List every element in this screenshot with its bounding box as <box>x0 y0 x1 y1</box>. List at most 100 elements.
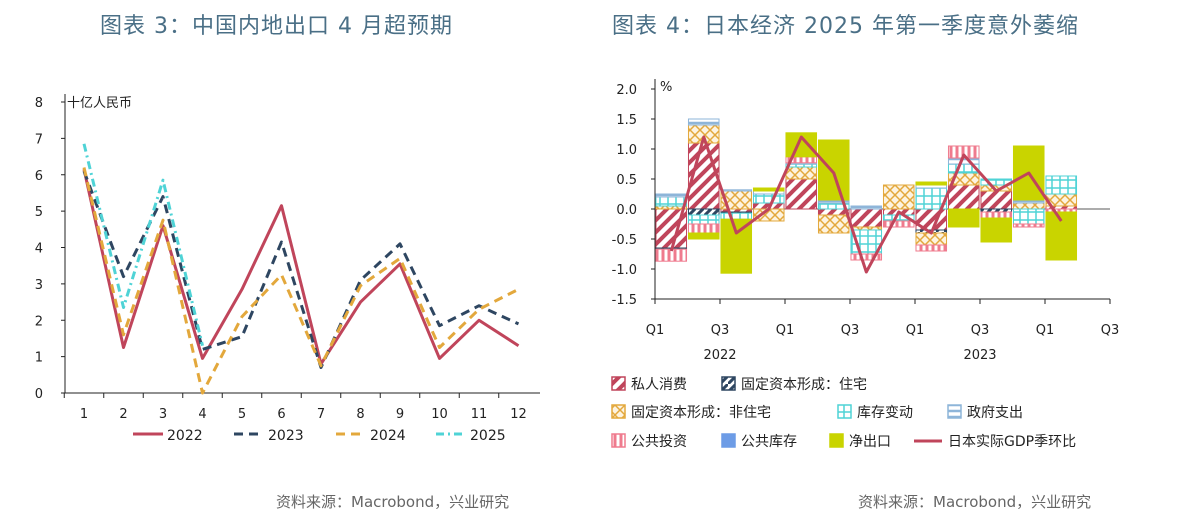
bar-resi-2022Q2 <box>687 208 720 216</box>
legend-swatch-gov <box>947 404 962 419</box>
bar-netx-2024Q3 <box>980 217 1013 243</box>
y-tick-label: 6 <box>35 169 43 184</box>
bar-priv-2024Q3 <box>980 190 1013 210</box>
y-axis-unit: % <box>660 80 672 95</box>
legend-label-2025: 2025 <box>470 428 506 444</box>
bar-priv-2024Q2 <box>947 184 980 210</box>
x-tick-label: Q3 <box>1101 323 1120 338</box>
y-tick-label: 2 <box>35 314 43 329</box>
x-tick-label: Q1 <box>646 323 665 338</box>
legend-label-2023: 2023 <box>268 428 304 444</box>
bar-netx-2022Q4 <box>752 187 785 192</box>
x-tick-label: 11 <box>471 407 488 422</box>
bar-pubinv-2022Q1 <box>655 248 688 262</box>
gdp-line <box>669 135 1063 274</box>
bar-netx-2024Q1 <box>915 181 948 186</box>
y-tick-label: 4 <box>35 242 43 257</box>
bar-pubinv-2024Q1 <box>915 244 948 252</box>
series-line-2022 <box>82 168 520 366</box>
bar-nonres-2024Q4 <box>1012 202 1045 210</box>
y-tick-label: 0.0 <box>616 203 637 218</box>
x-tick-label: 1 <box>80 407 88 422</box>
x-tick-label: Q1 <box>906 323 925 338</box>
x-tick-label: 5 <box>238 407 246 422</box>
x-tick-label: 12 <box>510 407 527 422</box>
bar-netx-2024Q2 <box>947 208 980 228</box>
bar-netx-2022Q3 <box>720 218 753 274</box>
y-tick-label: 1.0 <box>616 143 637 158</box>
bar-nonres-2024Q1 <box>915 232 948 246</box>
legend-label-2022: 2022 <box>167 428 203 444</box>
legend-label-netx: 净出口 <box>849 434 891 450</box>
bar-gov-2022Q1 <box>655 193 688 198</box>
bar-gov-2022Q2 <box>687 118 720 126</box>
y-tick-label: -1.5 <box>612 293 637 308</box>
legend-label-pubstock: 公共库存 <box>741 434 797 450</box>
y-tick-label: 5 <box>35 205 43 220</box>
legend-label-2024: 2024 <box>370 428 406 444</box>
legend-swatch-pubstock <box>721 433 736 448</box>
y-tick-label: 2.0 <box>616 83 637 98</box>
bar-netx-2023Q2 <box>817 139 850 201</box>
legend-label-resi: 固定资本形成：住宅 <box>741 377 867 393</box>
legend-label-pubinv: 公共投资 <box>631 434 687 450</box>
bar-priv-2023Q3 <box>850 208 883 228</box>
source-note-right: 资料来源：Macrobond，兴业研究 <box>858 493 1092 511</box>
y-tick-label: 1 <box>35 351 43 366</box>
y-tick-label: 0 <box>35 387 43 402</box>
x-tick-label: 4 <box>198 407 206 422</box>
source-note-left: 资料来源：Macrobond，兴业研究 <box>276 493 510 511</box>
bar-gov-2023Q3 <box>850 205 883 210</box>
bar-nonres-2023Q2 <box>817 214 850 234</box>
y-tick-label: 3 <box>35 278 43 293</box>
bar-netx-2022Q2 <box>687 232 720 240</box>
bar-pubinv-2024Q4 <box>1012 223 1045 228</box>
bar-gov-2022Q3 <box>720 189 753 192</box>
x-year-label: 2022 <box>703 348 736 363</box>
y-tick-label: 7 <box>35 132 43 147</box>
legend-swatch-priv <box>611 376 626 391</box>
legend-swatch-nonres <box>611 404 626 419</box>
x-tick-label: 6 <box>277 407 285 422</box>
legend-swatch-netx <box>829 433 844 448</box>
legend-swatch-resi <box>721 376 736 391</box>
bar-pubinv-2022Q2 <box>687 223 720 234</box>
legend-label-gov: 政府支出 <box>967 405 1023 421</box>
y-tick-label: 0.5 <box>616 173 637 188</box>
series-line-2025 <box>82 143 204 347</box>
x-year-label: 2023 <box>963 348 996 363</box>
x-tick-label: Q1 <box>1036 323 1055 338</box>
x-tick-label: 7 <box>317 407 325 422</box>
legend-label-inv: 库存变动 <box>857 405 913 421</box>
bar-nonres-2023Q1 <box>785 166 818 180</box>
bar-nonres-2023Q4 <box>882 184 915 210</box>
x-tick-label: Q1 <box>776 323 795 338</box>
chart-title-japan-gdp: 图表 4：日本经济 2025 年第一季度意外萎缩 <box>612 14 1079 39</box>
y-tick-label: -0.5 <box>612 233 637 248</box>
y-tick-label: 1.5 <box>616 113 637 128</box>
x-tick-label: 2 <box>119 407 127 422</box>
legend-swatch-pubinv <box>611 433 626 448</box>
bar-pubinv-2023Q4 <box>882 220 915 228</box>
x-tick-label: 8 <box>356 407 364 422</box>
legend-label-priv: 私人消费 <box>631 377 687 393</box>
chart-title-exports: 图表 3：中国内地出口 4 月超预期 <box>100 14 453 39</box>
bar-inv-2024Q4 <box>1012 208 1045 225</box>
x-tick-label: Q3 <box>841 323 860 338</box>
legend-swatch-inv <box>837 404 852 419</box>
x-tick-label: Q3 <box>971 323 990 338</box>
legend-label-nonres: 固定资本形成：非住宅 <box>631 405 771 421</box>
x-tick-label: 9 <box>396 407 404 422</box>
y-axis-unit: 十亿人民币 <box>67 96 132 111</box>
x-tick-label: Q3 <box>711 323 730 338</box>
y-tick-label: -1.0 <box>612 263 637 278</box>
x-tick-label: 10 <box>431 407 448 422</box>
bar-inv-2022Q2 <box>687 214 720 225</box>
bar-pubinv-2024Q3 <box>980 211 1013 219</box>
series-line-2024 <box>82 167 520 395</box>
bar-pubinv-2023Q3 <box>850 253 883 261</box>
bar-priv-2023Q1 <box>785 178 818 210</box>
bar-inv-2022Q3 <box>720 212 753 220</box>
